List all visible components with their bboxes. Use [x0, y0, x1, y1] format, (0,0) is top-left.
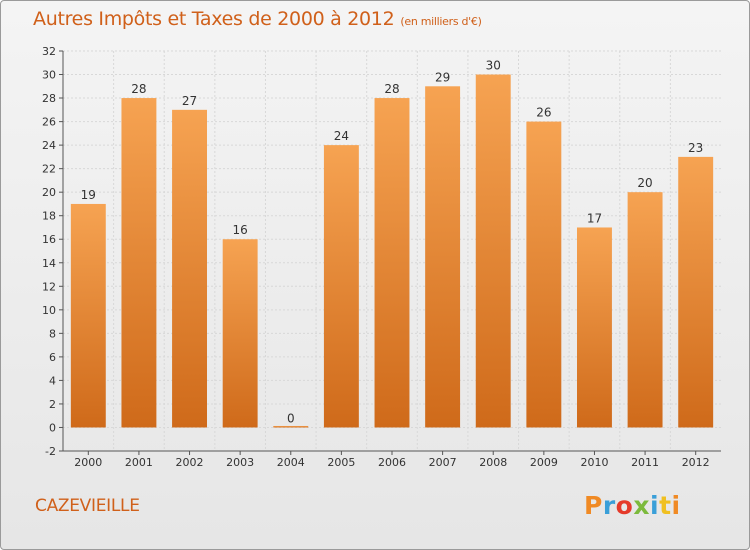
bar — [425, 86, 461, 428]
bar — [323, 145, 359, 428]
bar — [627, 192, 663, 428]
bars — [70, 74, 714, 428]
y-tick-label: 20 — [42, 186, 56, 199]
bar-value-label: 30 — [486, 59, 501, 73]
y-tick-label: 16 — [42, 233, 56, 246]
bar-value-label: 23 — [688, 141, 703, 155]
logo-letter: P — [584, 491, 603, 520]
x-tick-label: 2011 — [631, 456, 659, 469]
y-tick-label: 8 — [49, 327, 56, 340]
x-tick-label: 2009 — [530, 456, 558, 469]
bar-value-label: 28 — [131, 82, 146, 96]
y-tick-label: 24 — [42, 139, 56, 152]
bar — [70, 203, 106, 428]
logo-letter: t — [659, 491, 672, 520]
y-tick-label: 10 — [42, 304, 56, 317]
y-tick-label: 6 — [49, 351, 56, 364]
chart-title-text: Autres Impôts et Taxes de 2000 à 2012 — [33, 8, 395, 30]
x-tick-label: 2006 — [378, 456, 406, 469]
chart-title: Autres Impôts et Taxes de 2000 à 2012 (en… — [33, 8, 482, 30]
y-tick-label: 0 — [49, 421, 56, 434]
y-tick-label: -2 — [45, 445, 56, 458]
proxiti-logo: Proxiti — [584, 491, 681, 520]
bar — [576, 227, 612, 428]
x-tick-label: 2012 — [682, 456, 710, 469]
bar-value-label: 16 — [233, 223, 248, 237]
x-tick-label: 2002 — [176, 456, 204, 469]
bar-value-label: 26 — [536, 106, 551, 120]
y-tick-label: 14 — [42, 257, 56, 270]
x-tick-label: 2007 — [429, 456, 457, 469]
x-tick-label: 2001 — [125, 456, 153, 469]
bar — [374, 98, 410, 428]
y-tick-label: 2 — [49, 398, 56, 411]
bar — [172, 109, 208, 428]
x-tick-label: 2008 — [479, 456, 507, 469]
x-tick-label: 2000 — [74, 456, 102, 469]
bar-value-label: 28 — [384, 82, 399, 96]
x-tick-label: 2004 — [277, 456, 305, 469]
x-tick-label: 2003 — [226, 456, 254, 469]
y-tick-label: 18 — [42, 210, 56, 223]
x-tick-label: 2005 — [327, 456, 355, 469]
bar — [678, 156, 714, 428]
bar-value-label: 19 — [81, 188, 96, 202]
bar — [222, 239, 258, 428]
bar — [475, 74, 511, 428]
bar-value-label: 29 — [435, 70, 450, 84]
bar-value-label: 0 — [287, 411, 295, 425]
bar-value-label: 24 — [334, 129, 349, 143]
bar-value-label: 27 — [182, 94, 197, 108]
y-tick-label: 22 — [42, 163, 56, 176]
logo-letter: o — [615, 491, 634, 520]
y-tick-label: 30 — [42, 69, 56, 82]
y-tick-label: 4 — [49, 374, 56, 387]
y-tick-label: 12 — [42, 280, 56, 293]
x-tick-label: 2010 — [580, 456, 608, 469]
bar — [273, 425, 309, 428]
y-tick-label: 26 — [42, 116, 56, 129]
bar-value-labels: 19 28 27 16 0 24 28 29 30 26 17 20 23 — [81, 59, 704, 426]
bar — [526, 121, 562, 428]
commune-name: CAZEVIEILLE — [35, 496, 140, 516]
logo-letter: i — [650, 491, 660, 520]
y-tick-label: 32 — [42, 45, 56, 58]
bar — [121, 98, 157, 428]
bar-value-label: 17 — [587, 211, 602, 225]
x-axis-ticks: 2000 2001 2002 2003 2004 2005 2006 2007 2008 2009… — [74, 451, 710, 469]
logo-letter: r — [602, 491, 616, 520]
y-tick-label: 28 — [42, 92, 56, 105]
logo-letter: i — [671, 491, 681, 520]
chart-subtitle: (en milliers d'€) — [400, 15, 482, 28]
logo-letter: x — [633, 491, 650, 520]
bar-value-label: 20 — [637, 176, 652, 190]
